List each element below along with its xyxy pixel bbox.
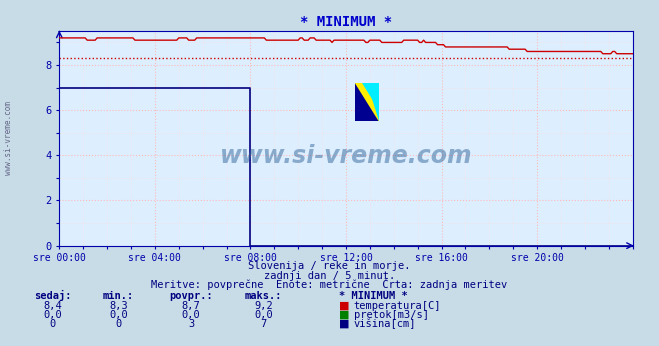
Polygon shape — [366, 83, 379, 121]
Text: min.:: min.: — [103, 291, 134, 301]
Polygon shape — [362, 83, 379, 110]
Text: Meritve: povprečne  Enote: metrične  Črta: zadnja meritev: Meritve: povprečne Enote: metrične Črta:… — [152, 278, 507, 290]
Text: zadnji dan / 5 minut.: zadnji dan / 5 minut. — [264, 271, 395, 281]
Text: www.si-vreme.com: www.si-vreme.com — [4, 101, 13, 175]
Text: 0: 0 — [115, 319, 122, 329]
Text: Slovenija / reke in morje.: Slovenija / reke in morje. — [248, 261, 411, 271]
Text: 9,2: 9,2 — [254, 301, 273, 311]
Text: povpr.:: povpr.: — [169, 291, 213, 301]
Text: temperatura[C]: temperatura[C] — [354, 301, 442, 311]
Text: ■: ■ — [339, 301, 350, 311]
Text: 0,0: 0,0 — [109, 310, 128, 320]
Text: 8,7: 8,7 — [182, 301, 200, 311]
Text: ■: ■ — [339, 310, 350, 320]
Text: maks.:: maks.: — [245, 291, 282, 301]
Text: pretok[m3/s]: pretok[m3/s] — [354, 310, 429, 320]
Text: 7: 7 — [260, 319, 267, 329]
Text: 8,4: 8,4 — [43, 301, 62, 311]
Text: 0: 0 — [49, 319, 56, 329]
Text: www.si-vreme.com: www.si-vreme.com — [219, 144, 473, 167]
Text: 0,0: 0,0 — [182, 310, 200, 320]
Text: 0,0: 0,0 — [254, 310, 273, 320]
Text: višina[cm]: višina[cm] — [354, 318, 416, 329]
Text: 0,0: 0,0 — [43, 310, 62, 320]
Text: 8,3: 8,3 — [109, 301, 128, 311]
Title: * MINIMUM *: * MINIMUM * — [300, 15, 392, 29]
Text: ■: ■ — [339, 319, 350, 329]
Text: * MINIMUM *: * MINIMUM * — [339, 291, 408, 301]
Polygon shape — [355, 83, 379, 121]
Text: sedaj:: sedaj: — [34, 290, 71, 301]
Text: 3: 3 — [188, 319, 194, 329]
